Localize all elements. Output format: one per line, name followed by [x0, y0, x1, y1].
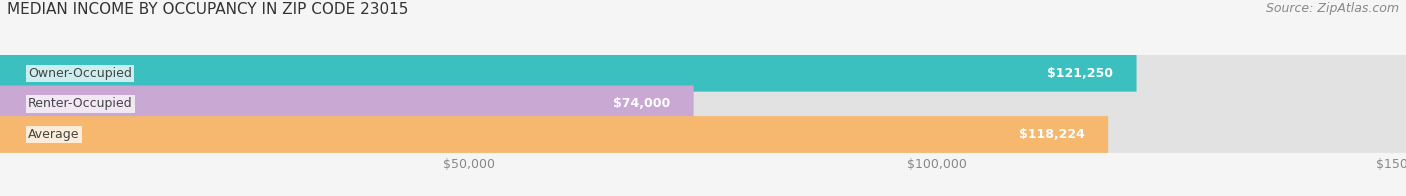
Text: MEDIAN INCOME BY OCCUPANCY IN ZIP CODE 23015: MEDIAN INCOME BY OCCUPANCY IN ZIP CODE 2…	[7, 2, 408, 17]
FancyBboxPatch shape	[0, 55, 1406, 92]
Text: Average: Average	[28, 128, 80, 141]
Text: $118,224: $118,224	[1019, 128, 1084, 141]
Text: $74,000: $74,000	[613, 97, 671, 110]
FancyBboxPatch shape	[0, 85, 693, 122]
Text: $121,250: $121,250	[1047, 67, 1114, 80]
Text: Renter-Occupied: Renter-Occupied	[28, 97, 132, 110]
FancyBboxPatch shape	[0, 116, 1406, 153]
Text: Owner-Occupied: Owner-Occupied	[28, 67, 132, 80]
FancyBboxPatch shape	[0, 85, 1406, 122]
FancyBboxPatch shape	[0, 55, 1136, 92]
Text: Source: ZipAtlas.com: Source: ZipAtlas.com	[1265, 2, 1399, 15]
FancyBboxPatch shape	[0, 116, 1108, 153]
